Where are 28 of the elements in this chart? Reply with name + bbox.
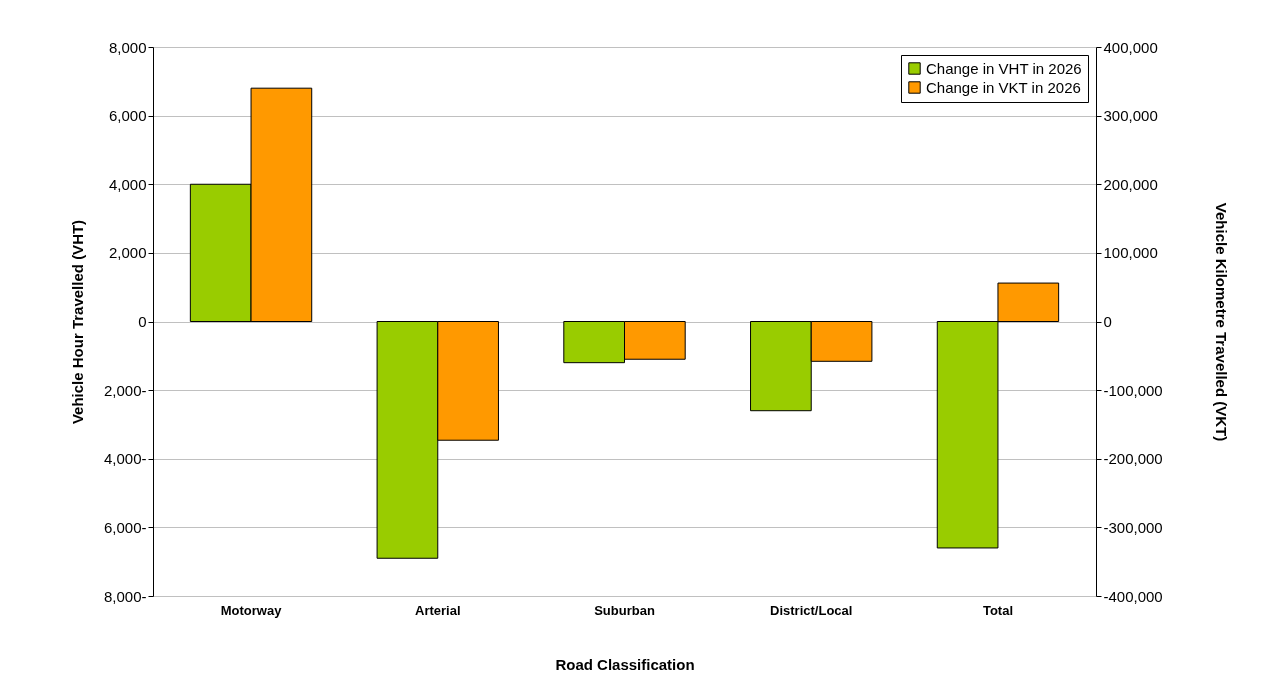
x-tick-label: Arterial — [415, 602, 461, 618]
y-axis-title: Vehicle Hour Travelled (VHT) — [68, 219, 86, 425]
x-tick-label: Total — [982, 602, 1014, 618]
y2-tick-label: -200,000 — [1103, 450, 1163, 468]
x-tick-label: District/Local — [770, 602, 853, 618]
y-tick-label: 6,000- — [103, 518, 147, 536]
y-tick-label: 0 — [138, 313, 147, 330]
y2-tick-label: -300,000 — [1103, 518, 1163, 536]
y-tick-label: 6,000 — [108, 107, 147, 125]
y2-tick-label: -400,000 — [1103, 587, 1163, 605]
y-tick-label: 4,000 — [108, 175, 147, 193]
y-tick-label: 4,000- — [103, 450, 147, 468]
y2-axis-title: Vehicle Kilometre Travelled (VKT) — [1212, 202, 1230, 442]
legend-label: Change in VKT in 2026 — [926, 78, 1081, 96]
y-tick-label: 8,000- — [103, 587, 147, 605]
y-tick-label: 8,000 — [108, 38, 147, 56]
x-axis-title: Road Classification — [555, 655, 695, 673]
y2-tick-label: 100,000 — [1103, 244, 1158, 262]
y2-tick-label: 400,000 — [1103, 38, 1158, 56]
y-tick-label: 2,000- — [103, 381, 147, 399]
x-tick-label: Suburban — [594, 602, 655, 618]
y-tick-label: 2,000 — [108, 244, 147, 262]
y2-tick-label: 0 — [1103, 313, 1112, 330]
y2-tick-label: 300,000 — [1103, 107, 1158, 125]
x-tick-label: Motorway — [220, 602, 283, 618]
y2-tick-label: 200,000 — [1103, 175, 1158, 193]
legend-label: Change in VHT in 2026 — [926, 59, 1082, 77]
y2-tick-label: -100,000 — [1103, 381, 1163, 399]
